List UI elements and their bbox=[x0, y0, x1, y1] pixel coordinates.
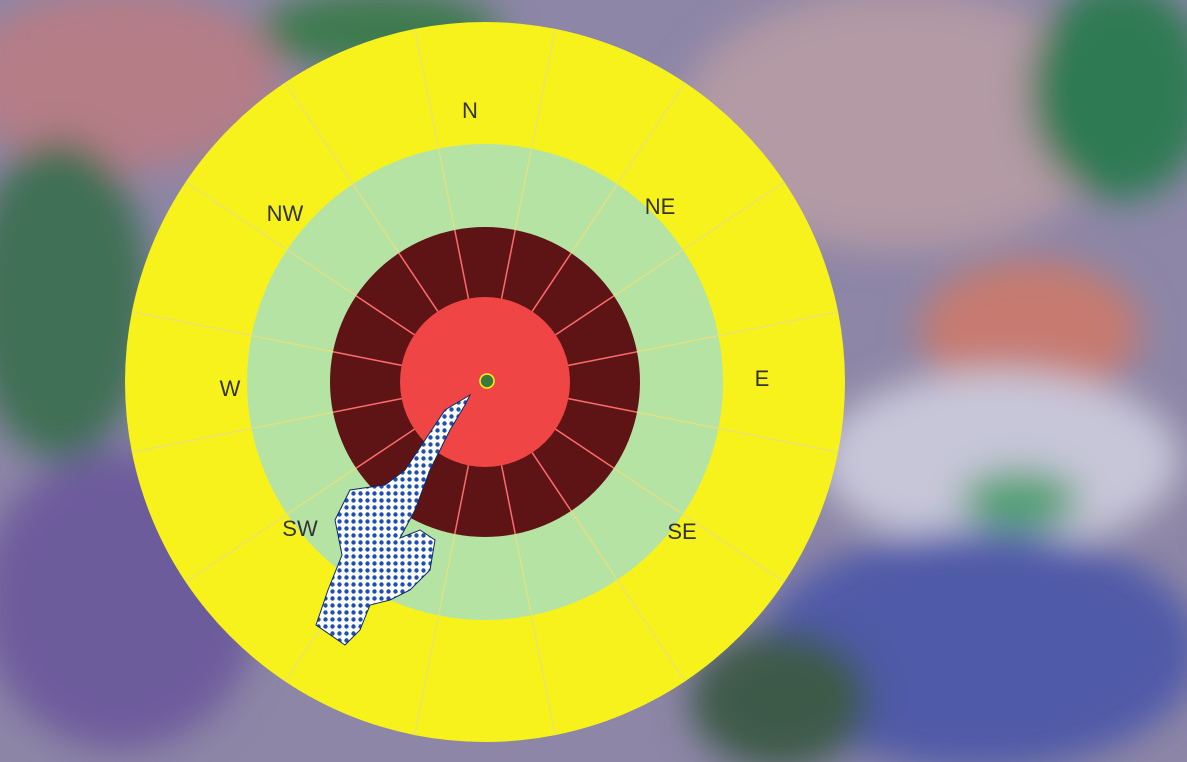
sector-line bbox=[570, 510, 686, 682]
sector-line bbox=[332, 397, 402, 413]
sector-line bbox=[613, 181, 785, 297]
sector-line bbox=[398, 252, 439, 312]
compass-label: SW bbox=[282, 516, 318, 541]
sector-line bbox=[355, 428, 415, 469]
sector-line bbox=[131, 311, 334, 353]
sector-line bbox=[185, 467, 357, 583]
compass-label: N bbox=[462, 98, 478, 123]
compass-label: NE bbox=[645, 194, 676, 219]
source-point bbox=[479, 373, 495, 389]
sector-line bbox=[613, 467, 785, 583]
sector-line bbox=[454, 465, 470, 535]
sector-line bbox=[500, 229, 516, 299]
sector-line bbox=[555, 295, 615, 336]
compass-label: W bbox=[220, 376, 241, 401]
sector-line bbox=[514, 28, 556, 231]
sector-line bbox=[131, 411, 334, 453]
sector-line bbox=[555, 428, 615, 469]
sector-line bbox=[332, 351, 402, 367]
sector-line bbox=[568, 397, 638, 413]
compass-label: E bbox=[755, 366, 770, 391]
sector-line bbox=[636, 311, 839, 353]
compass-label: SE bbox=[667, 519, 696, 544]
sector-line bbox=[636, 411, 839, 453]
sector-line bbox=[414, 28, 456, 231]
sector-line bbox=[414, 533, 456, 736]
sector-line bbox=[355, 295, 415, 336]
plume bbox=[315, 393, 472, 646]
sector-line bbox=[570, 82, 686, 254]
sector-line bbox=[284, 82, 400, 254]
sector-line bbox=[514, 533, 556, 736]
sector-line bbox=[454, 229, 470, 299]
sector-line bbox=[568, 351, 638, 367]
sector-line bbox=[185, 181, 357, 297]
sector-line bbox=[531, 252, 572, 312]
compass-label: NW bbox=[267, 201, 304, 226]
sector-line bbox=[531, 452, 572, 512]
compass-labels: N NE E SE SW W NW bbox=[220, 98, 770, 544]
sector-line bbox=[500, 465, 516, 535]
